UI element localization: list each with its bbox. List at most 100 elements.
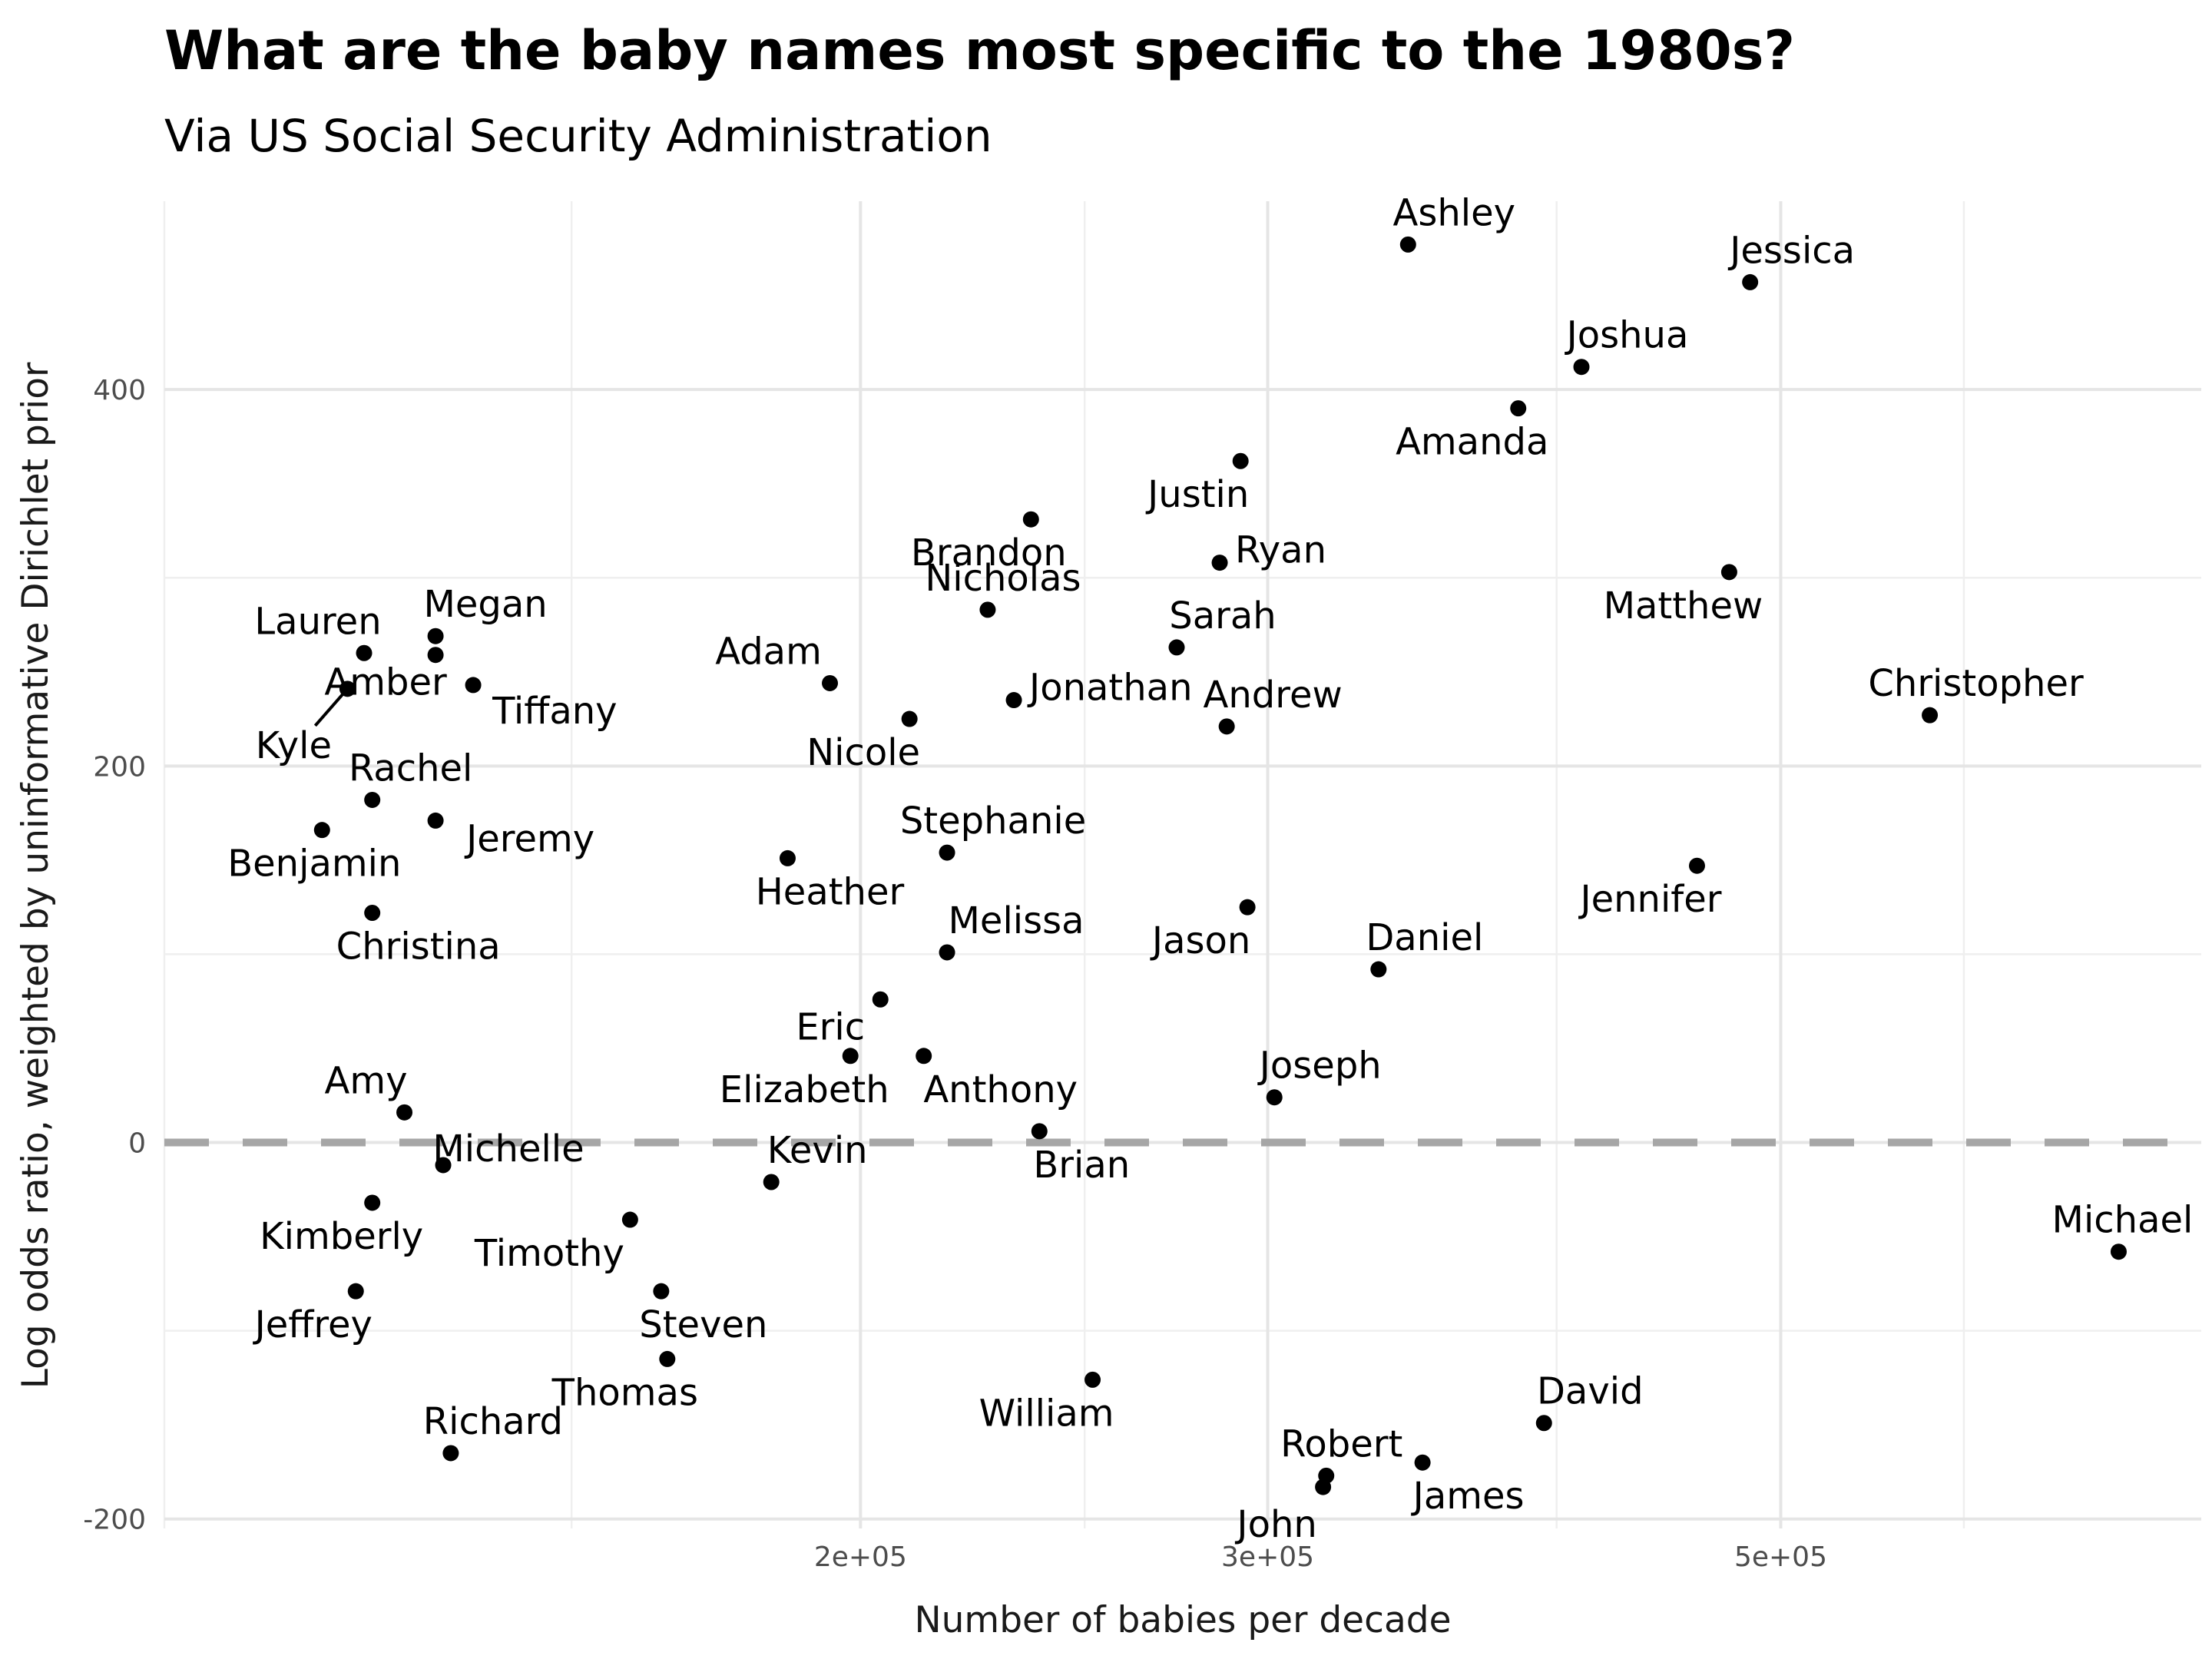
point-label-david: David	[1537, 1370, 1644, 1413]
data-point-anthony	[916, 1048, 932, 1065]
point-label-jason: Jason	[1150, 919, 1250, 962]
data-point-christopher	[1922, 707, 1939, 724]
point-label-steven: Steven	[639, 1303, 767, 1346]
point-label-sarah: Sarah	[1169, 594, 1276, 637]
data-point-megan	[427, 628, 444, 644]
data-point-james	[1414, 1454, 1431, 1471]
data-point-matthew	[1720, 564, 1737, 581]
data-point-john	[1315, 1479, 1332, 1495]
point-label-james: James	[1411, 1475, 1525, 1518]
axis-ticks: 2e+05 3e+05 5e+05 -200 0 200 400	[83, 375, 1827, 1573]
point-label-joshua: Joshua	[1565, 314, 1689, 357]
data-point-david	[1535, 1415, 1552, 1432]
data-point-timothy	[621, 1211, 638, 1228]
chart-subtitle: Via US Social Security Administration	[164, 110, 992, 162]
data-point-stephanie	[939, 844, 955, 861]
point-label-kyle: Kyle	[256, 724, 332, 767]
point-label-andrew: Andrew	[1204, 674, 1343, 717]
data-points	[313, 236, 2127, 1495]
point-label-amanda: Amanda	[1396, 421, 1548, 464]
data-point-jessica	[1742, 273, 1759, 290]
point-label-justin: Justin	[1145, 473, 1249, 516]
point-label-richard: Richard	[423, 1400, 563, 1443]
data-point-joseph	[1266, 1089, 1283, 1106]
x-tick-label: 3e+05	[1221, 1541, 1314, 1573]
data-point-jonathan	[1005, 692, 1022, 709]
y-axis-title: Log odds ratio, weighted by uninformativ…	[15, 362, 57, 1389]
point-label-jonathan: Jonathan	[1027, 667, 1192, 710]
data-point-melissa	[939, 944, 955, 961]
x-tick-label: 2e+05	[814, 1541, 907, 1573]
point-label-stephanie: Stephanie	[900, 800, 1086, 843]
data-point-michelle	[435, 1157, 452, 1174]
data-point-elizabeth	[842, 1048, 859, 1065]
data-point-justin	[1232, 452, 1249, 469]
data-point-brian	[1031, 1123, 1048, 1140]
data-point-kevin	[763, 1174, 780, 1190]
point-label-jennifer: Jennifer	[1578, 878, 1721, 921]
data-point-jason	[1239, 899, 1256, 916]
point-label-anthony: Anthony	[923, 1068, 1078, 1111]
point-label-matthew: Matthew	[1604, 584, 1763, 628]
data-point-amy	[396, 1104, 413, 1121]
point-label-adam: Adam	[715, 630, 822, 673]
data-point-jeremy	[427, 812, 444, 829]
y-tick-label: 400	[93, 375, 146, 406]
point-label-thomas: Thomas	[551, 1371, 698, 1414]
data-point-william	[1084, 1371, 1101, 1388]
data-point-adam	[822, 674, 839, 691]
data-point-nicole	[901, 710, 918, 727]
data-point-amanda	[1510, 400, 1527, 417]
y-tick-label: -200	[83, 1505, 146, 1536]
data-point-nicholas	[979, 601, 996, 618]
point-label-christina: Christina	[336, 926, 501, 969]
data-point-heather	[779, 849, 796, 866]
point-label-nicholas: Nicholas	[925, 557, 1081, 600]
point-label-ryan: Ryan	[1235, 529, 1326, 572]
point-label-william: William	[979, 1392, 1114, 1435]
data-point-lauren	[356, 644, 373, 661]
data-point-eric	[872, 991, 889, 1008]
point-label-benjamin: Benjamin	[227, 843, 401, 886]
point-label-jessica: Jessica	[1727, 229, 1855, 272]
data-point-brandon	[1022, 511, 1039, 528]
data-point-richard	[442, 1445, 459, 1462]
label-leader-kyle	[313, 687, 349, 727]
data-point-jennifer	[1688, 857, 1705, 874]
data-point-ryan	[1211, 555, 1228, 571]
point-label-megan: Megan	[423, 583, 547, 626]
point-label-kevin: Kevin	[767, 1129, 868, 1172]
data-point-thomas	[659, 1350, 676, 1367]
y-tick-label: 0	[128, 1128, 146, 1160]
data-point-amber	[427, 647, 444, 664]
data-point-sarah	[1168, 639, 1185, 656]
x-axis-title: Number of babies per decade	[914, 1599, 1451, 1641]
point-label-robert: Robert	[1280, 1422, 1402, 1465]
point-label-eric: Eric	[796, 1005, 865, 1048]
point-label-amy: Amy	[325, 1059, 408, 1102]
point-label-lauren: Lauren	[254, 600, 381, 643]
point-label-tiffany: Tiffany	[492, 690, 618, 733]
point-label-ashley: Ashley	[1393, 191, 1516, 234]
data-point-tiffany	[465, 677, 482, 694]
data-point-daniel	[1370, 961, 1387, 978]
x-tick-label: 5e+05	[1734, 1541, 1827, 1573]
point-label-amber: Amber	[324, 661, 447, 704]
point-label-heather: Heather	[756, 870, 905, 913]
data-point-benjamin	[313, 822, 330, 839]
point-label-brandon: Brandon	[911, 531, 1067, 575]
point-label-michelle: Michelle	[432, 1128, 584, 1171]
point-label-rachel: Rachel	[349, 747, 472, 790]
point-label-kimberly: Kimberly	[260, 1215, 423, 1258]
data-point-ashley	[1399, 236, 1416, 253]
data-point-jeffrey	[347, 1283, 364, 1300]
point-label-daniel: Daniel	[1366, 916, 1483, 959]
data-point-rachel	[364, 791, 381, 808]
point-labels: Ashley Jessica Joshua Amanda Justin Brandon Ry…	[227, 191, 2193, 1546]
data-point-christina	[364, 905, 381, 922]
data-point-michael	[2110, 1243, 2127, 1260]
point-label-christopher: Christopher	[1868, 662, 2084, 705]
chart-title: What are the baby names most specific to…	[164, 19, 1795, 82]
point-label-melissa: Melissa	[949, 899, 1084, 942]
